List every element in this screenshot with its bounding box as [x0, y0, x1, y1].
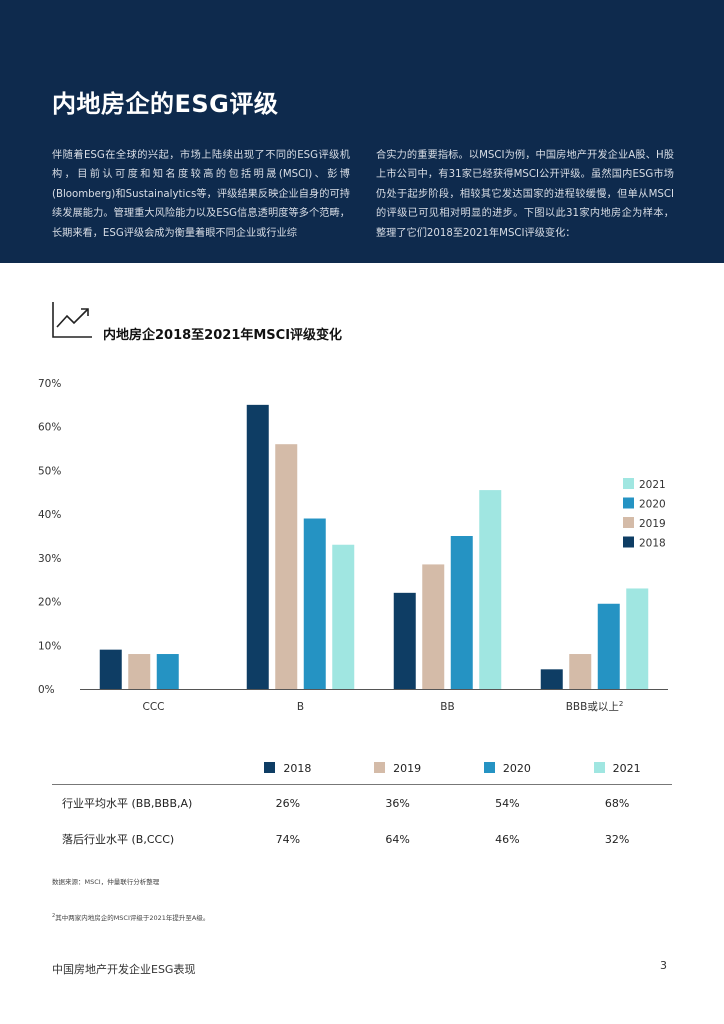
legend-label: 2018 [639, 538, 666, 550]
y-tick-label: 20% [38, 597, 61, 609]
table-header-empty [52, 752, 233, 785]
bar-BB-2019 [422, 564, 445, 689]
trend-chart-icon [52, 302, 92, 338]
bar-series [99, 404, 649, 689]
table-cell: 26% [275, 796, 301, 810]
data-source-note: 数据来源：MSCI，仲量联行分析整理 [52, 878, 160, 886]
table-cell: 32% [604, 832, 630, 846]
rating-summary-table: 2018 2019 2020 2021 行业平均水平 (BB,BBB,A) 26… [52, 752, 672, 857]
x-axis-labels: CCC B BB BBB或以上2 [143, 700, 624, 713]
legend-swatch-2020 [483, 761, 495, 773]
page-number: 3 [660, 959, 667, 972]
bar-B-2020 [303, 518, 326, 689]
table-row: 落后行业水平 (B,CCC) 74% 64% 46% 32% [52, 821, 672, 857]
x-tick-label: CCC [143, 701, 165, 713]
table-cell: 74% [275, 832, 301, 846]
footer-title: 中国房地产开发企业ESG表现 [52, 963, 196, 976]
bar-BBB或以上-2020 [597, 603, 620, 689]
legend-label: 2020 [639, 499, 666, 511]
y-tick-label: 50% [38, 465, 61, 477]
bar-CCC-2020 [156, 654, 179, 689]
legend-swatch-2019 [374, 761, 386, 773]
bar-CCC-2018 [99, 649, 122, 689]
chart-title: 内地房企2018至2021年MSCI评级变化 [103, 328, 343, 343]
intro-paragraph-left: 伴随着ESG在全球的兴起，市场上陆续出现了不同的ESG评级机构，目前认可度和知名… [52, 150, 350, 239]
y-tick-label: 30% [38, 553, 61, 565]
chart-legend: 2021 2020 2019 2018 [623, 478, 666, 550]
bar-BBB或以上-2018 [540, 669, 563, 689]
footnote-text: 其中两家内地房企的MSCI评级于2021年提升至A级。 [55, 914, 210, 922]
legend-swatch-2021 [593, 761, 605, 773]
bar-B-2018 [246, 404, 269, 689]
table-cell: 46% [495, 832, 520, 846]
bar-BB-2018 [393, 592, 416, 689]
legend-swatch-2020 [623, 497, 634, 509]
bar-BBB或以上-2021 [626, 588, 649, 689]
page-title: 内地房企的ESG评级 [52, 90, 279, 118]
y-axis: 0% 10% 20% 30% 40% 50% 60% 70% [38, 378, 668, 696]
table-header-row: 2018 2019 2020 2021 [52, 752, 672, 785]
legend-swatch-2019 [623, 517, 634, 528]
table-header-year: 2018 [233, 752, 343, 785]
table-header-year: 2020 [452, 752, 563, 785]
legend-label: 2021 [639, 479, 666, 491]
y-tick-label: 0% [38, 684, 55, 696]
legend-label: 2019 [639, 518, 666, 530]
x-tick-label: BBB或以上2 [566, 700, 624, 713]
legend-swatch-2018 [264, 761, 276, 773]
bar-CCC-2019 [128, 654, 151, 689]
intro-paragraph-right: 合实力的重要指标。以MSCI为例，中国房地产开发企业A股、H股上市公司中，有31… [376, 150, 674, 239]
table-cell: 36% [385, 796, 410, 810]
bar-BB-2021 [479, 490, 502, 689]
legend-swatch-2018 [623, 536, 634, 548]
bar-BB-2020 [450, 536, 473, 689]
footnote: 2其中两家内地房企的MSCI评级于2021年提升至A级。 [52, 912, 209, 922]
y-tick-label: 70% [38, 378, 61, 390]
footnote-marker: 2 [52, 912, 56, 919]
bar-BBB或以上-2019 [569, 654, 592, 689]
msci-rating-bar-chart: 0%10%20%30%40%50%60%70% CCC B BB BBB或以上2 20… [38, 378, 668, 713]
row-label: 行业平均水平 (BB,BBB,A) [62, 797, 193, 810]
table-row: 行业平均水平 (BB,BBB,A) 26% 36% 54% 68% [52, 785, 672, 822]
x-tick-label: B [297, 701, 304, 713]
y-tick-label: 60% [38, 422, 61, 434]
row-label: 落后行业水平 (B,CCC) [62, 833, 175, 846]
header-banner: 内地房企的ESG评级 伴随着ESG在全球的兴起，市场上陆续出现了不同的ESG评级… [0, 0, 724, 263]
bar-B-2021 [332, 544, 355, 689]
table-cell: 68% [604, 796, 630, 810]
x-tick-label: BB [440, 701, 454, 713]
y-tick-label: 10% [38, 640, 61, 652]
y-tick-label: 40% [38, 509, 61, 521]
bar-B-2019 [275, 444, 298, 689]
table-cell: 54% [495, 796, 520, 810]
table-header-year: 2019 [342, 752, 453, 785]
table-cell: 64% [385, 832, 410, 846]
footnote-superscript: 2 [619, 700, 623, 708]
table-header-year: 2021 [562, 752, 672, 785]
legend-swatch-2021 [623, 478, 634, 489]
